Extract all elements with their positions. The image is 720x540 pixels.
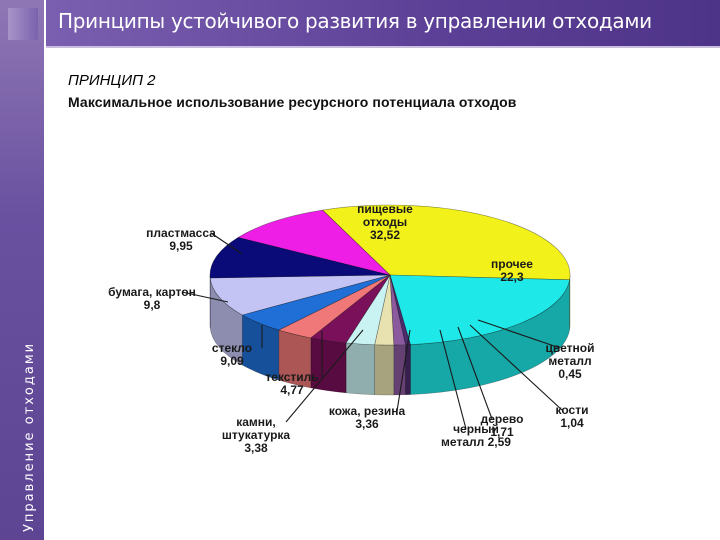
- side-decoration: [8, 8, 38, 40]
- slice-label-10: бумага, картон 9,8: [108, 285, 196, 312]
- pie-slice-5: [345, 274, 391, 346]
- slice-label-4: дерево 1,71: [481, 412, 524, 439]
- slice-label-2: цветной металл 0,45: [546, 341, 595, 381]
- leader-line-6: [396, 329, 411, 412]
- pie-slice-10: [209, 237, 391, 279]
- pie-slice-7: [277, 274, 391, 339]
- pie-slice-8: [241, 274, 391, 331]
- slice-label-11: пластмасса 9,95: [146, 226, 216, 253]
- leader-line-11: [210, 232, 243, 255]
- pie-slice-1: [389, 274, 570, 345]
- slice-label-5: черный металл 2,59: [441, 422, 511, 449]
- slice-label-6: кожа, резина 3,36: [329, 404, 406, 431]
- leader-line-2: [477, 319, 561, 349]
- page-title: Принципы устойчивого развития в управлен…: [58, 9, 652, 33]
- slice-label-1: прочее 22,3: [491, 257, 533, 284]
- slice-label-8: текстиль 4,77: [265, 370, 318, 397]
- header-divider: [46, 46, 720, 48]
- leader-line-10: [181, 291, 229, 303]
- pie-side-5: [345, 342, 375, 396]
- slice-label-7: камни, штукатурка 3,38: [222, 415, 291, 455]
- pie-side-4: [374, 344, 395, 396]
- principle-description: Максимальное использование ресурсного по…: [68, 94, 517, 110]
- side-bar: [0, 0, 44, 540]
- slice-label-3: кости 1,04: [556, 403, 589, 430]
- pie-slice-9: [209, 274, 391, 316]
- leader-line-7: [285, 329, 364, 423]
- slice-label-0: пищевые отходы 32,52: [357, 202, 413, 242]
- pie-side-6: [310, 337, 347, 394]
- principle-title: ПРИНЦИП 2: [68, 72, 156, 89]
- slice-label-9: стекло 9,09: [212, 341, 252, 368]
- pie-slice-4: [374, 274, 395, 346]
- leader-line-3: [469, 324, 563, 411]
- leader-line-5: [439, 329, 467, 430]
- pie-slice-11: [237, 209, 392, 276]
- pie-slice-0: [321, 204, 571, 281]
- side-divider: [44, 0, 46, 540]
- pie-slice-6: [310, 274, 391, 344]
- pie-slice-3: [389, 274, 406, 346]
- header-bar: [46, 0, 720, 46]
- leader-line-4: [457, 326, 493, 420]
